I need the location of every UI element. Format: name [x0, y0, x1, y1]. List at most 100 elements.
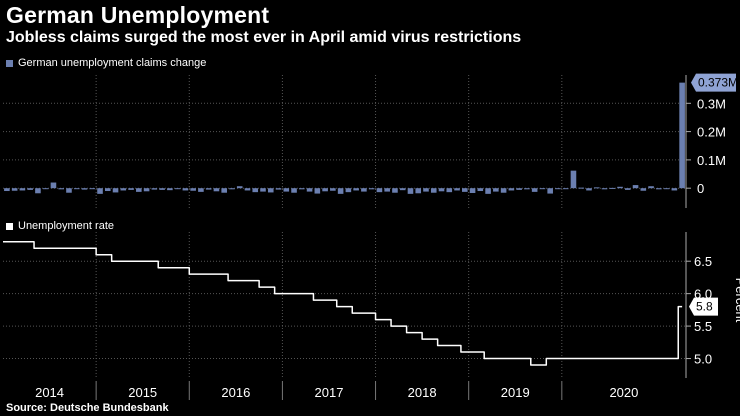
claims-tick-label: 0 [697, 181, 704, 196]
claims-bar [205, 188, 212, 190]
unemployment-rate-line [3, 240, 683, 366]
claims-bar [656, 188, 662, 190]
year-label: 2018 [408, 385, 437, 400]
claims-bar [345, 188, 352, 193]
claims-tick-label: 0.3M [697, 96, 726, 111]
year-label: 2020 [609, 385, 638, 400]
claims-bar [128, 188, 134, 190]
claims-bar [19, 188, 26, 191]
claims-bar [624, 188, 631, 190]
claims-bar [11, 188, 18, 191]
claims-bar [415, 188, 422, 194]
claims-bar [524, 188, 530, 190]
claims-bar [469, 188, 476, 194]
legend-rate-swatch [6, 222, 13, 230]
claims-bar [640, 188, 647, 191]
claims-bar [555, 188, 561, 190]
claims-bar [609, 187, 616, 189]
claims-bar [438, 188, 445, 192]
rate-value-badge [689, 297, 718, 316]
claims-bar [299, 188, 305, 190]
legend-claims-label: German unemployment claims change [18, 57, 207, 69]
claims-bar [423, 188, 429, 192]
claims-bar [632, 185, 639, 189]
bars-layer [4, 82, 685, 194]
year-label: 2017 [315, 385, 344, 400]
claims-bar [462, 188, 468, 192]
claims-bar [399, 188, 406, 191]
claims-bar [120, 188, 127, 191]
claims-bar [4, 188, 10, 192]
claims-bar [314, 188, 321, 194]
claims-bar [283, 188, 290, 192]
year-label: 2014 [35, 385, 64, 400]
claims-bar [97, 188, 103, 194]
chart-subtitle: Jobless claims surged the most ever in A… [6, 29, 522, 46]
claims-bar [50, 182, 57, 189]
claims-bar [539, 188, 546, 190]
claims-bar [151, 188, 158, 190]
claims-value-label: 0.373M [698, 76, 738, 90]
claims-bar [182, 188, 189, 191]
legend-rate-label: Unemployment rate [18, 220, 114, 232]
claims-bar [508, 188, 515, 191]
year-label: 2015 [128, 385, 157, 400]
claims-bar [430, 188, 437, 193]
claims-bar [229, 188, 235, 190]
claims-bar [679, 82, 685, 189]
claims-bar [376, 188, 383, 193]
claims-bar [562, 188, 569, 190]
claims-bar [454, 188, 460, 191]
claims-bar [586, 188, 592, 191]
claims-bar [485, 188, 491, 194]
claims-bar [368, 188, 375, 190]
claims-bar [260, 188, 266, 192]
claims-bar [306, 188, 313, 192]
claims-bar [213, 188, 220, 192]
claims-bar [570, 170, 577, 189]
claims-bar [244, 188, 251, 191]
claims-bar [174, 188, 181, 190]
claims-bar [198, 188, 204, 192]
claims-bar [27, 188, 33, 190]
claims-bar [73, 188, 80, 190]
rate-tick-label: 5.5 [694, 319, 712, 334]
claims-bar [601, 188, 608, 190]
claims-bar [361, 188, 367, 192]
claims-bar [477, 188, 484, 192]
claims-bar [384, 188, 390, 192]
claims-bar [593, 187, 600, 189]
claims-bar [493, 188, 499, 192]
claims-bar [648, 186, 654, 189]
claims-bar [89, 188, 96, 190]
claims-bar [81, 188, 88, 190]
rate-axis-title: Percent [733, 278, 740, 323]
rate-value-label: 5.8 [696, 300, 713, 314]
claims-bar [35, 188, 41, 194]
claims-bar [42, 188, 49, 190]
claims-bar [407, 188, 414, 194]
claims-bar [143, 188, 150, 192]
claims-bar [236, 186, 243, 189]
claims-bar [516, 188, 522, 190]
claims-bar [275, 188, 282, 190]
claims-bar [66, 188, 72, 193]
chart-title: German Unemployment [6, 2, 270, 28]
claims-bar [322, 188, 328, 192]
legend-rate: Unemployment rate [6, 220, 114, 232]
claims-bar [291, 188, 297, 193]
claims-tick-label: 0.1M [697, 153, 726, 168]
claims-bar [578, 187, 585, 189]
claims-tick-label: 0.2M [697, 125, 726, 140]
claims-bar [136, 188, 142, 192]
grid-layer [3, 75, 686, 378]
claims-bar [112, 188, 119, 193]
legend-claims: German unemployment claims change [6, 57, 206, 69]
claims-bar [353, 188, 359, 191]
claims-bar [617, 186, 623, 189]
claims-bar [159, 188, 165, 190]
legend-claims-swatch [6, 59, 13, 67]
claims-bar [392, 188, 398, 193]
claims-bar [500, 188, 507, 193]
